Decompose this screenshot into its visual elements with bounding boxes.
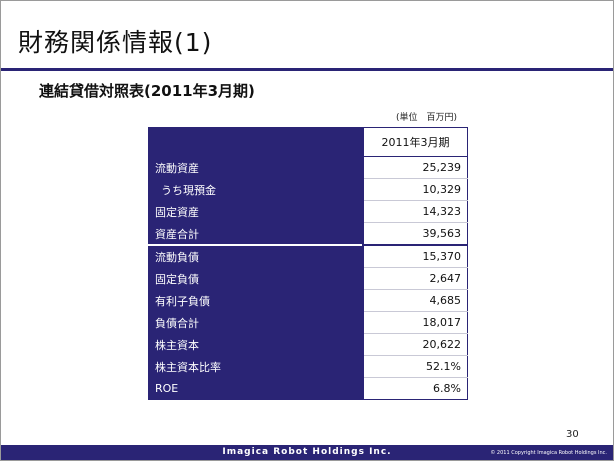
row-label: ROE xyxy=(148,377,364,400)
table-row: 流動負債 15,370 xyxy=(148,244,468,268)
title-divider xyxy=(1,68,613,71)
table-row: 資産合計 39,563 xyxy=(148,222,468,246)
row-value: 39,563 xyxy=(362,222,468,246)
table-row: 株主資本 20,622 xyxy=(148,333,468,356)
row-label: 固定負債 xyxy=(148,267,364,290)
row-value: 2,647 xyxy=(362,267,468,290)
table-header-row: 2011年3月期 xyxy=(148,127,468,157)
row-label: 負債合計 xyxy=(148,311,364,334)
row-value: 20,622 xyxy=(362,333,468,356)
table-row: 有利子負債 4,685 xyxy=(148,289,468,312)
table-row: 固定負債 2,647 xyxy=(148,267,468,290)
table-row: 固定資産 14,323 xyxy=(148,200,468,223)
row-value: 18,017 xyxy=(362,311,468,334)
row-label: 流動負債 xyxy=(148,244,364,268)
balance-sheet-table: 2011年3月期 流動資産 25,239 うち現預金 10,329 固定資産 1… xyxy=(148,127,468,400)
row-label: 株主資本比率 xyxy=(148,355,364,378)
row-label: 株主資本 xyxy=(148,333,364,356)
table-row: うち現預金 10,329 xyxy=(148,178,468,201)
column-header: 2011年3月期 xyxy=(362,127,468,157)
row-label: 流動資産 xyxy=(148,156,364,179)
footer-company: Imagica Robot Holdings Inc. xyxy=(222,447,392,457)
footer-bar xyxy=(1,445,613,460)
slide-subtitle: 連結貸借対照表(2011年3月期) xyxy=(39,82,255,100)
row-value: 52.1% xyxy=(362,355,468,378)
row-label: 有利子負債 xyxy=(148,289,364,312)
unit-label: (単位 百万円) xyxy=(396,113,458,123)
row-label: 資産合計 xyxy=(148,222,364,246)
table-row: 流動資産 25,239 xyxy=(148,156,468,179)
row-value: 4,685 xyxy=(362,289,468,312)
table-row: ROE 6.8% xyxy=(148,377,468,400)
slide-title: 財務関係情報(1) xyxy=(18,28,213,57)
row-value: 6.8% xyxy=(362,377,468,400)
table-row: 負債合計 18,017 xyxy=(148,311,468,334)
footer-copyright: © 2011 Copyright Imagica Robot Holdings … xyxy=(490,450,607,456)
table-row: 株主資本比率 52.1% xyxy=(148,355,468,378)
row-value: 25,239 xyxy=(362,156,468,179)
header-blank-cell xyxy=(148,127,364,157)
row-value: 15,370 xyxy=(362,244,468,268)
row-value: 10,329 xyxy=(362,178,468,201)
row-label: うち現預金 xyxy=(148,178,364,201)
row-value: 14,323 xyxy=(362,200,468,223)
row-label: 固定資産 xyxy=(148,200,364,223)
page-number: 30 xyxy=(566,429,579,440)
